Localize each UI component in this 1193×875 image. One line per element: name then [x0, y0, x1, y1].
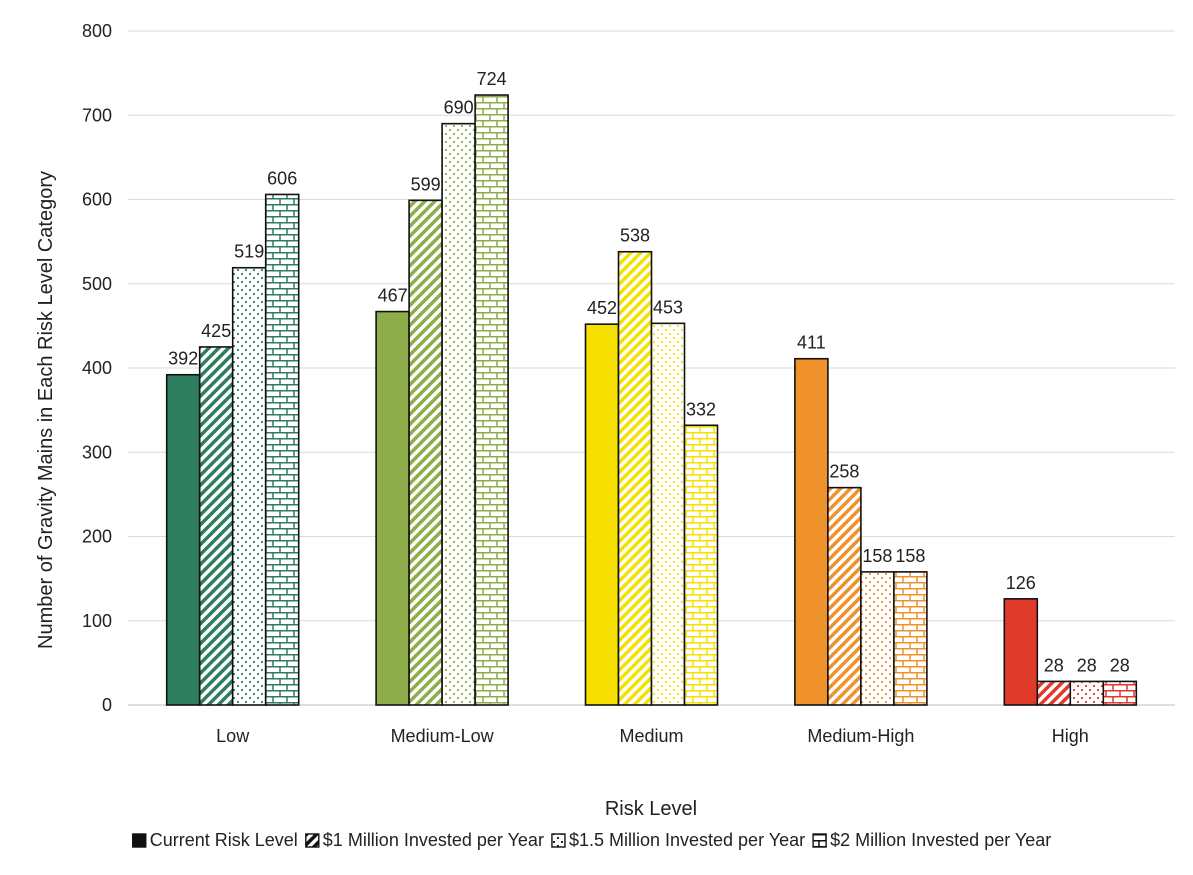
data-label: 28 — [1044, 655, 1064, 675]
x-category-label: Medium-Low — [391, 726, 495, 746]
bar — [231, 266, 267, 706]
y-axis-title: Number of Gravity Mains in Each Risk Lev… — [35, 171, 57, 649]
data-label: 411 — [797, 333, 826, 353]
bar — [1069, 680, 1105, 706]
bar — [893, 571, 928, 706]
bar — [683, 424, 719, 706]
bar — [1102, 680, 1138, 706]
y-axis-ticks: 0 100 200 300 400 500 600 700 800 — [82, 21, 112, 715]
data-label: 28 — [1077, 655, 1097, 675]
bar — [1036, 680, 1072, 706]
y-tick-label: 300 — [82, 442, 112, 462]
data-label: 690 — [444, 98, 474, 118]
bar — [264, 193, 300, 706]
bar — [794, 357, 829, 706]
data-label: 258 — [829, 462, 859, 482]
legend-swatch — [132, 833, 147, 848]
data-label: 158 — [862, 546, 892, 566]
legend-label: $2 Million Invested per Year — [830, 830, 1051, 850]
legend-swatch — [812, 833, 827, 848]
data-label: 126 — [1006, 573, 1036, 593]
legend-item: $2 Million Invested per Year — [812, 830, 1051, 850]
bars — [165, 94, 1138, 706]
data-label: 332 — [686, 399, 716, 419]
data-label: 452 — [587, 298, 617, 318]
x-category-label: Medium — [619, 726, 683, 746]
legend-swatch — [551, 833, 566, 848]
data-label: 519 — [234, 242, 264, 262]
legend-swatch — [305, 833, 320, 848]
bar — [827, 486, 862, 706]
bar — [198, 346, 234, 706]
legend: Current Risk Level $1 Million Invested pe… — [132, 830, 1051, 850]
data-label: 425 — [201, 321, 231, 341]
data-label: 538 — [620, 226, 650, 246]
y-tick-label: 0 — [102, 695, 112, 715]
legend-label: $1.5 Million Invested per Year — [569, 830, 805, 850]
bar — [584, 323, 620, 706]
x-category-label: Low — [216, 726, 250, 746]
y-tick-label: 800 — [82, 21, 112, 41]
y-tick-label: 400 — [82, 358, 112, 378]
x-category-label: Medium-High — [807, 726, 914, 746]
y-tick-label: 700 — [82, 105, 112, 125]
data-label: 158 — [895, 546, 925, 566]
data-label: 392 — [168, 349, 198, 369]
bar — [1003, 598, 1039, 706]
data-label: 467 — [378, 286, 408, 306]
data-label: 606 — [267, 168, 297, 188]
bar — [375, 310, 410, 706]
bar — [165, 373, 201, 706]
legend-item: $1.5 Million Invested per Year — [551, 830, 805, 850]
y-tick-label: 600 — [82, 190, 112, 210]
bar — [441, 122, 476, 706]
bar — [408, 199, 443, 706]
data-label: 28 — [1110, 655, 1130, 675]
bar — [650, 322, 686, 706]
bar — [860, 571, 895, 706]
data-label: 724 — [477, 69, 507, 89]
x-category-label: High — [1052, 726, 1089, 746]
y-tick-label: 200 — [82, 527, 112, 547]
bar — [474, 94, 509, 706]
y-tick-label: 100 — [82, 611, 112, 631]
legend-item: $1 Million Invested per Year — [305, 830, 544, 850]
legend-label: $1 Million Invested per Year — [323, 830, 544, 850]
x-axis-categories: Low Medium-Low Medium Medium-High High — [216, 726, 1089, 746]
x-axis-title: Risk Level — [605, 798, 697, 820]
legend-item: Current Risk Level — [132, 830, 298, 850]
data-label: 453 — [653, 297, 683, 317]
y-tick-label: 500 — [82, 274, 112, 294]
data-label: 599 — [411, 174, 441, 194]
bar — [617, 250, 653, 706]
legend-label: Current Risk Level — [150, 830, 298, 850]
